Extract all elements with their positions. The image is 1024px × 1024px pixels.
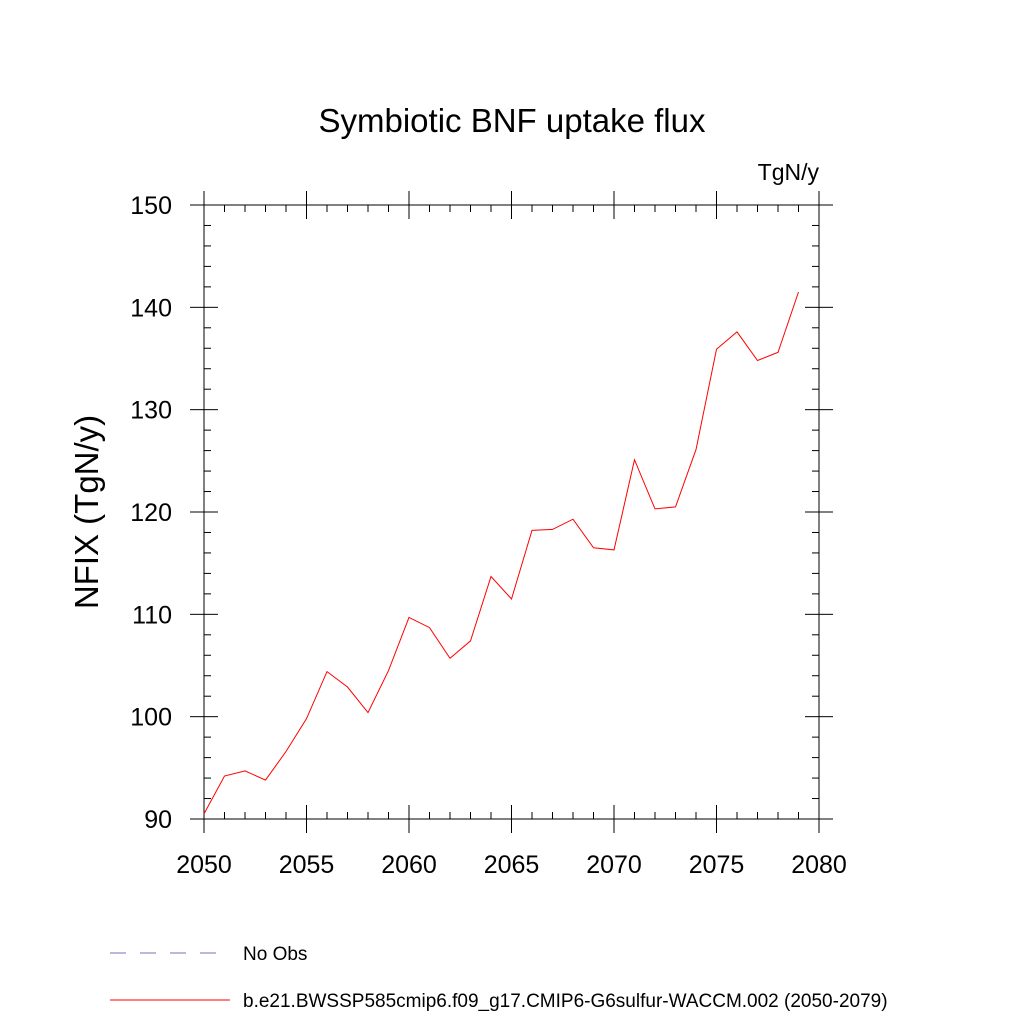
y-tick-label: 100 xyxy=(130,704,172,732)
x-tick-label: 2050 xyxy=(176,851,232,879)
units-label: TgN/y xyxy=(758,159,820,185)
y-tick-label: 90 xyxy=(144,806,172,834)
y-tick-label: 120 xyxy=(130,499,172,527)
axis-ticks xyxy=(190,191,833,833)
y-axis-label: NFIX (TgN/y) xyxy=(68,415,105,609)
y-tick-label: 140 xyxy=(130,294,172,322)
x-tick-label: 2070 xyxy=(586,851,642,879)
x-tick-label: 2080 xyxy=(791,851,847,879)
tick-labels: 2050 2055 2060 2065 2070 2075 2080 90 100 110 120 1… xyxy=(130,192,847,879)
y-tick-label: 130 xyxy=(130,397,172,425)
legend-label: b.e21.BWSSP585cmip6.f09_g17.CMIP6-G6sulf… xyxy=(243,991,888,1012)
x-tick-label: 2060 xyxy=(381,851,437,879)
plot-frame xyxy=(203,204,820,820)
legend-label: No Obs xyxy=(243,944,307,965)
series-line-0 xyxy=(203,291,799,815)
y-tick-label: 110 xyxy=(132,601,172,629)
data-series xyxy=(203,291,799,815)
x-tick-label: 2055 xyxy=(279,851,335,879)
chart-title: Symbiotic BNF uptake flux xyxy=(319,102,706,139)
x-tick-label: 2075 xyxy=(689,851,745,879)
y-tick-label: 150 xyxy=(130,192,172,220)
legend: No Obs b.e21.BWSSP585cmip6.f09_g17.CMIP6-… xyxy=(110,944,888,1012)
x-tick-label: 2065 xyxy=(484,851,540,879)
